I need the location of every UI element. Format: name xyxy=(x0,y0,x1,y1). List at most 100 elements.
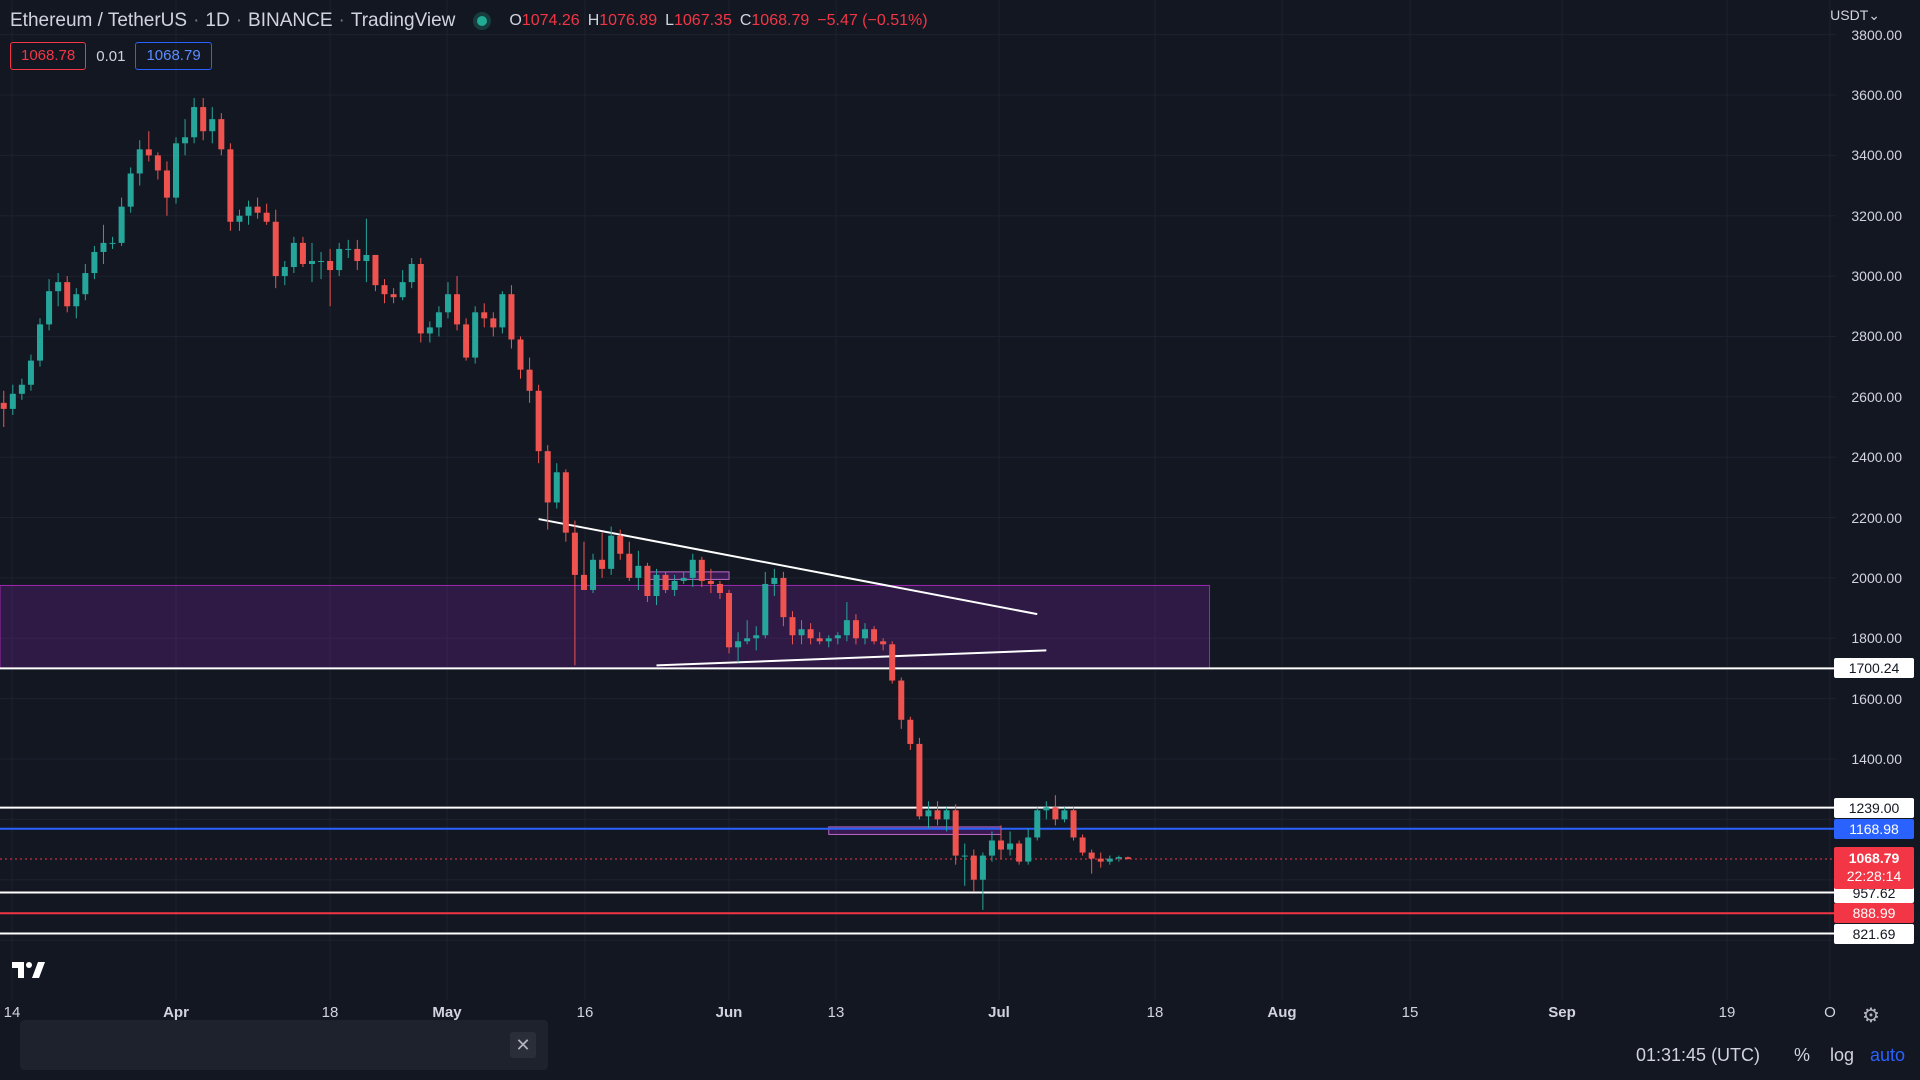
candle-body xyxy=(1016,843,1023,862)
candle-body xyxy=(417,264,424,334)
candle-body xyxy=(907,719,914,744)
tradingview-logo-icon[interactable] xyxy=(10,956,48,984)
supply-demand-zone xyxy=(0,584,1211,669)
time-axis-label: 14 xyxy=(3,1004,21,1021)
candle-body xyxy=(726,593,733,648)
log-scale-button[interactable]: log xyxy=(1830,1045,1855,1065)
percent-scale-button[interactable]: % xyxy=(1794,1045,1811,1065)
time-axis-label: Jul xyxy=(988,1004,1010,1021)
time-axis-label: 13 xyxy=(827,1004,845,1021)
interval-label[interactable]: 1D xyxy=(205,10,230,31)
price-axis-label: 1800.00 xyxy=(1851,630,1902,647)
open-label: O xyxy=(509,12,522,29)
high-label: H xyxy=(587,12,600,29)
time-axis-label: Apr xyxy=(163,1004,189,1021)
candle-body xyxy=(37,324,44,361)
candle-body xyxy=(227,149,234,222)
candle-body xyxy=(716,583,723,593)
candle-body xyxy=(136,149,143,174)
candle-body xyxy=(1097,858,1104,862)
change-value: −5.47 (−0.51%) xyxy=(817,12,928,29)
candle-body xyxy=(18,384,25,394)
candle-body xyxy=(735,641,742,648)
exchange-label: BINANCE xyxy=(248,10,333,31)
utc-clock[interactable]: 01:31:45 (UTC) xyxy=(1636,1045,1761,1065)
high-value: 1076.89 xyxy=(599,12,658,29)
candle-body xyxy=(1088,852,1095,859)
buy-button[interactable]: 1068.79 xyxy=(135,42,212,70)
candle-body xyxy=(789,617,796,636)
price-level-tag: 821.69 xyxy=(1834,923,1914,944)
close-icon[interactable]: ✕ xyxy=(510,1032,536,1058)
candle-body xyxy=(689,559,696,578)
candle-body xyxy=(308,261,315,265)
candle-body xyxy=(154,155,161,171)
candle-body xyxy=(590,559,597,590)
bottom-panel[interactable]: ✕ xyxy=(20,1020,548,1070)
candle-body xyxy=(1061,810,1068,820)
candle-body xyxy=(816,638,823,642)
candle-body xyxy=(46,291,53,325)
symbol-legend: Ethereum / TetherUS · 1D · BINANCE · Tra… xyxy=(10,8,928,34)
time-axis-label: May xyxy=(432,1004,462,1021)
candle-body xyxy=(127,173,134,207)
candle-body xyxy=(1079,837,1086,853)
candle-body xyxy=(961,855,968,857)
trendline xyxy=(538,518,1038,616)
candle-body xyxy=(27,360,34,385)
bar-countdown: 22:28:14 xyxy=(1846,867,1902,884)
legend-separator: · xyxy=(338,10,345,31)
time-axis-label: 18 xyxy=(321,1004,339,1021)
candle-body xyxy=(880,641,887,645)
sell-button[interactable]: 1068.78 xyxy=(10,42,87,70)
candle-body xyxy=(209,119,216,132)
price-level-tag: 1239.00 xyxy=(1834,797,1914,818)
candle-body xyxy=(1034,810,1041,838)
candle-body xyxy=(1052,807,1059,820)
currency-selector[interactable]: USDT⌄ xyxy=(1830,7,1880,23)
time-axis-label: Aug xyxy=(1267,1004,1297,1021)
candle-body xyxy=(64,282,71,307)
candle-body xyxy=(617,535,624,554)
time-axis-label: O xyxy=(1824,1004,1836,1021)
candle-body xyxy=(871,629,878,642)
candle-body xyxy=(463,324,470,358)
candle-body xyxy=(780,577,787,618)
time-axis-label: Jun xyxy=(715,1004,743,1021)
candle-body xyxy=(345,248,352,250)
price-axis-label: 1400.00 xyxy=(1851,751,1902,767)
candle-body xyxy=(517,339,524,370)
candle-body xyxy=(635,565,642,578)
candle-body xyxy=(626,553,633,578)
candle-body xyxy=(91,251,98,274)
candle-body xyxy=(943,810,950,820)
candle-body xyxy=(707,580,714,584)
candle-body xyxy=(698,559,705,581)
candle-body xyxy=(834,635,841,639)
auto-scale-button[interactable]: auto xyxy=(1870,1045,1906,1065)
candle-body xyxy=(644,565,651,597)
candle-body xyxy=(299,242,306,265)
candle-body xyxy=(272,221,279,277)
candle-body xyxy=(934,810,941,820)
candle-body xyxy=(118,206,125,243)
price-axis-label: 3400.00 xyxy=(1851,147,1902,164)
legend-separator: · xyxy=(193,10,200,31)
candle-body xyxy=(145,149,152,156)
candle-body xyxy=(1124,857,1131,859)
candle-body xyxy=(544,451,551,503)
candle-body xyxy=(952,810,959,856)
candle-body xyxy=(0,402,7,409)
candle-body xyxy=(608,535,615,569)
price-axis-label: 3600.00 xyxy=(1851,87,1902,103)
price-axis-label: 2800.00 xyxy=(1851,328,1902,345)
candle-body xyxy=(499,294,506,328)
candle-body xyxy=(825,638,832,642)
small-zone-box xyxy=(646,571,730,580)
candle-body xyxy=(916,743,923,817)
chart-settings-gear-icon[interactable]: ⚙ xyxy=(1862,1005,1880,1027)
symbol-name[interactable]: Ethereum / TetherUS xyxy=(10,10,188,31)
candle-body xyxy=(771,577,778,584)
